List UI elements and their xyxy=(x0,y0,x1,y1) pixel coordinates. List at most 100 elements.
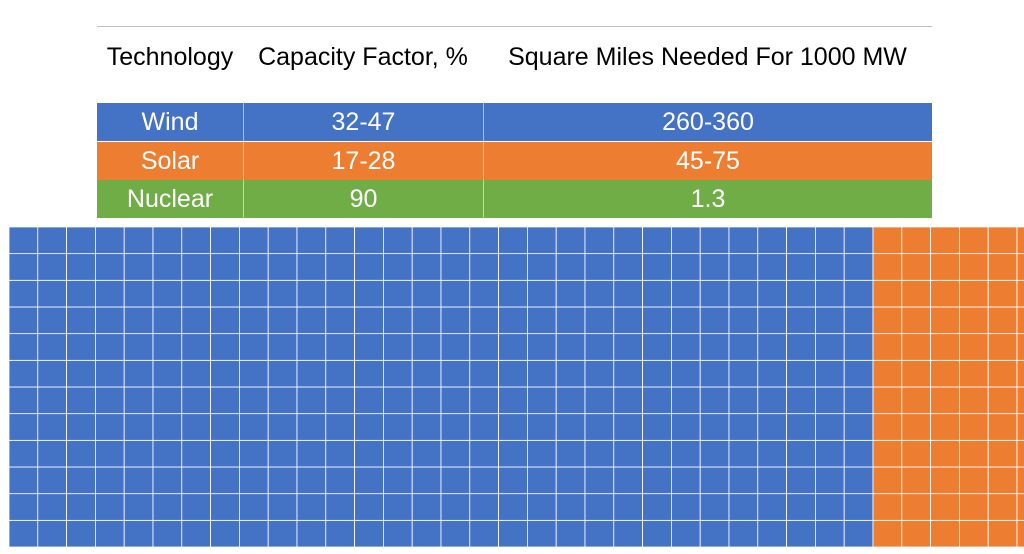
waffle-cell xyxy=(440,493,471,521)
waffle-cell xyxy=(987,493,1018,521)
waffle-cell xyxy=(930,306,960,335)
waffle-cell xyxy=(469,359,499,388)
waffle-cell xyxy=(555,279,586,308)
waffle-cell xyxy=(901,359,931,388)
waffle-cell xyxy=(8,226,39,255)
waffle-cell xyxy=(555,439,586,468)
waffle-cell xyxy=(411,333,442,361)
waffle-cell xyxy=(699,413,730,441)
waffle-cell xyxy=(786,519,816,548)
waffle-cell xyxy=(699,519,730,548)
cell-square-miles: 1.3 xyxy=(483,180,932,218)
waffle-cell xyxy=(325,519,355,548)
waffle-cell xyxy=(699,386,730,415)
waffle-cell xyxy=(469,279,499,308)
waffle-cell xyxy=(555,306,586,335)
waffle-cell xyxy=(123,253,154,281)
waffle-cell xyxy=(95,306,125,335)
waffle-cell xyxy=(296,359,327,388)
waffle-cell xyxy=(757,493,787,521)
waffle-cell xyxy=(238,306,269,335)
waffle-cell xyxy=(959,413,989,441)
waffle-cell xyxy=(66,466,96,495)
waffle-cell xyxy=(382,439,413,468)
waffle-cell xyxy=(152,306,183,335)
waffle-cell xyxy=(267,306,298,335)
waffle-cell xyxy=(66,386,96,415)
waffle-cell xyxy=(671,226,701,255)
waffle-cell xyxy=(1016,439,1024,468)
waffle-cell xyxy=(411,413,442,441)
waffle-cell xyxy=(930,519,960,548)
waffle-cell xyxy=(181,333,212,361)
waffle-cell xyxy=(8,439,39,468)
waffle-cell xyxy=(95,386,125,415)
waffle-cell xyxy=(728,359,759,388)
waffle-cell xyxy=(296,466,327,495)
waffle-cell xyxy=(123,439,154,468)
waffle-cell xyxy=(843,519,874,548)
waffle-cell xyxy=(555,519,586,548)
waffle-cell xyxy=(1016,253,1024,281)
waffle-cell xyxy=(843,279,874,308)
waffle-cell xyxy=(901,386,931,415)
waffle-cell xyxy=(987,306,1018,335)
waffle-cell xyxy=(440,413,471,441)
waffle-cell xyxy=(210,226,240,255)
waffle-cell xyxy=(959,306,989,335)
waffle-cell xyxy=(699,493,730,521)
waffle-cell xyxy=(325,439,355,468)
waffle-cell xyxy=(238,519,269,548)
waffle-cell xyxy=(987,226,1018,255)
waffle-cell xyxy=(152,333,183,361)
waffle-cell xyxy=(411,519,442,548)
waffle-cell xyxy=(123,306,154,335)
waffle-cell xyxy=(584,279,615,308)
waffle-cell xyxy=(498,306,528,335)
waffle-cell xyxy=(181,439,212,468)
waffle-cell xyxy=(1016,519,1024,548)
waffle-cell xyxy=(469,306,499,335)
waffle-cell xyxy=(37,253,67,281)
waffle-cell xyxy=(815,253,845,281)
waffle-cell xyxy=(325,359,355,388)
waffle-cell xyxy=(872,439,903,468)
waffle-cell xyxy=(325,413,355,441)
waffle-cell xyxy=(987,413,1018,441)
waffle-cell xyxy=(382,493,413,521)
waffle-cell xyxy=(469,333,499,361)
waffle-cell xyxy=(699,439,730,468)
table-header-row: Technology Capacity Factor, % Square Mil… xyxy=(97,40,932,74)
waffle-series-wind xyxy=(8,226,874,548)
waffle-cell xyxy=(815,493,845,521)
waffle-cell xyxy=(1016,466,1024,495)
table-row-wind: Wind 32-47 260-360 xyxy=(97,103,932,141)
waffle-cell xyxy=(181,493,212,521)
waffle-cell xyxy=(642,306,672,335)
waffle-cell xyxy=(642,466,672,495)
waffle-cell xyxy=(815,226,845,255)
waffle-cell xyxy=(1016,306,1024,335)
waffle-cell xyxy=(671,519,701,548)
waffle-cell xyxy=(757,306,787,335)
waffle-cell xyxy=(671,439,701,468)
waffle-cell xyxy=(757,253,787,281)
waffle-cell xyxy=(527,493,557,521)
waffle-cell xyxy=(267,279,298,308)
waffle-cell xyxy=(238,333,269,361)
waffle-cell xyxy=(382,306,413,335)
waffle-cell xyxy=(757,386,787,415)
waffle-cell xyxy=(210,306,240,335)
waffle-cell xyxy=(411,359,442,388)
waffle-cell xyxy=(959,466,989,495)
waffle-cell xyxy=(728,519,759,548)
waffle-cell xyxy=(671,466,701,495)
waffle-cell xyxy=(296,226,327,255)
waffle-cell xyxy=(8,386,39,415)
waffle-cell xyxy=(267,466,298,495)
waffle-cell xyxy=(469,519,499,548)
waffle-cell xyxy=(498,333,528,361)
waffle-cell xyxy=(872,253,903,281)
waffle-cell xyxy=(843,413,874,441)
waffle-cell xyxy=(613,306,643,335)
